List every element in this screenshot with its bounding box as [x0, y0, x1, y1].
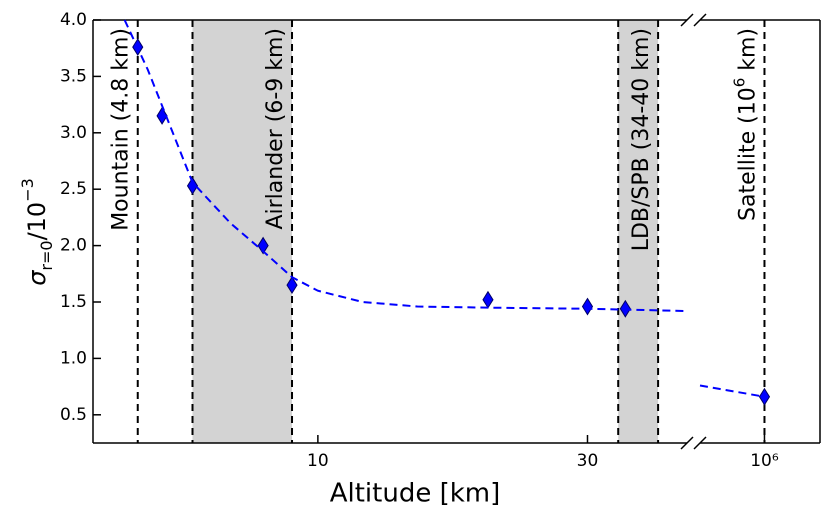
y-tick-label: 4.0	[60, 10, 87, 30]
y-tick-label: 3.0	[60, 123, 87, 143]
data-point	[581, 297, 594, 316]
data-point	[257, 236, 269, 255]
x-axis-label: Altitude [km]	[330, 479, 501, 509]
y-tick-label: 2.5	[60, 179, 87, 199]
y-tick-label: 1.0	[60, 348, 87, 368]
data-point	[286, 276, 298, 295]
data-point	[482, 290, 494, 309]
annotation-part: LDB/SPB (34-40 km)	[629, 28, 654, 251]
band	[192, 20, 293, 443]
x-tick-label: 30	[577, 451, 599, 471]
y-axis-label-part: −3	[18, 178, 37, 202]
annotation-part: km)	[735, 28, 760, 78]
data-point	[156, 106, 168, 125]
axis-break	[693, 436, 707, 450]
axis-break	[693, 13, 707, 27]
annotation: Satellite (106 km)	[730, 28, 761, 221]
y-tick-label: 3.5	[60, 66, 87, 86]
y-tick-label: 2.0	[60, 236, 87, 256]
annotation-part: Satellite (10	[735, 87, 760, 221]
y-tick-label: 1.5	[60, 292, 87, 312]
axis-break	[680, 436, 694, 450]
annotation: Airlander (6-9 km)	[263, 28, 288, 230]
x-tick-label: 10	[307, 451, 329, 471]
y-axis-label-part: σ	[23, 270, 51, 286]
annotation-part: Airlander (6-9 km)	[263, 28, 288, 230]
band	[618, 20, 659, 443]
annotation-part: Mountain (4.8 km)	[109, 28, 134, 231]
annotation: Mountain (4.8 km)	[109, 28, 134, 231]
x-tick-label: 10⁶	[750, 451, 779, 471]
y-tick-label: 0.5	[60, 405, 87, 425]
y-axis-label: σr=0/10−3	[18, 178, 56, 286]
y-axis-label-part: r=0	[37, 240, 56, 270]
annotation: LDB/SPB (34-40 km)	[629, 28, 654, 251]
data-point	[186, 176, 199, 195]
axis-break	[680, 13, 694, 27]
annotation-part: 6	[730, 78, 748, 88]
y-axis-label-part: /10	[23, 202, 51, 241]
fit-line	[123, 19, 765, 398]
